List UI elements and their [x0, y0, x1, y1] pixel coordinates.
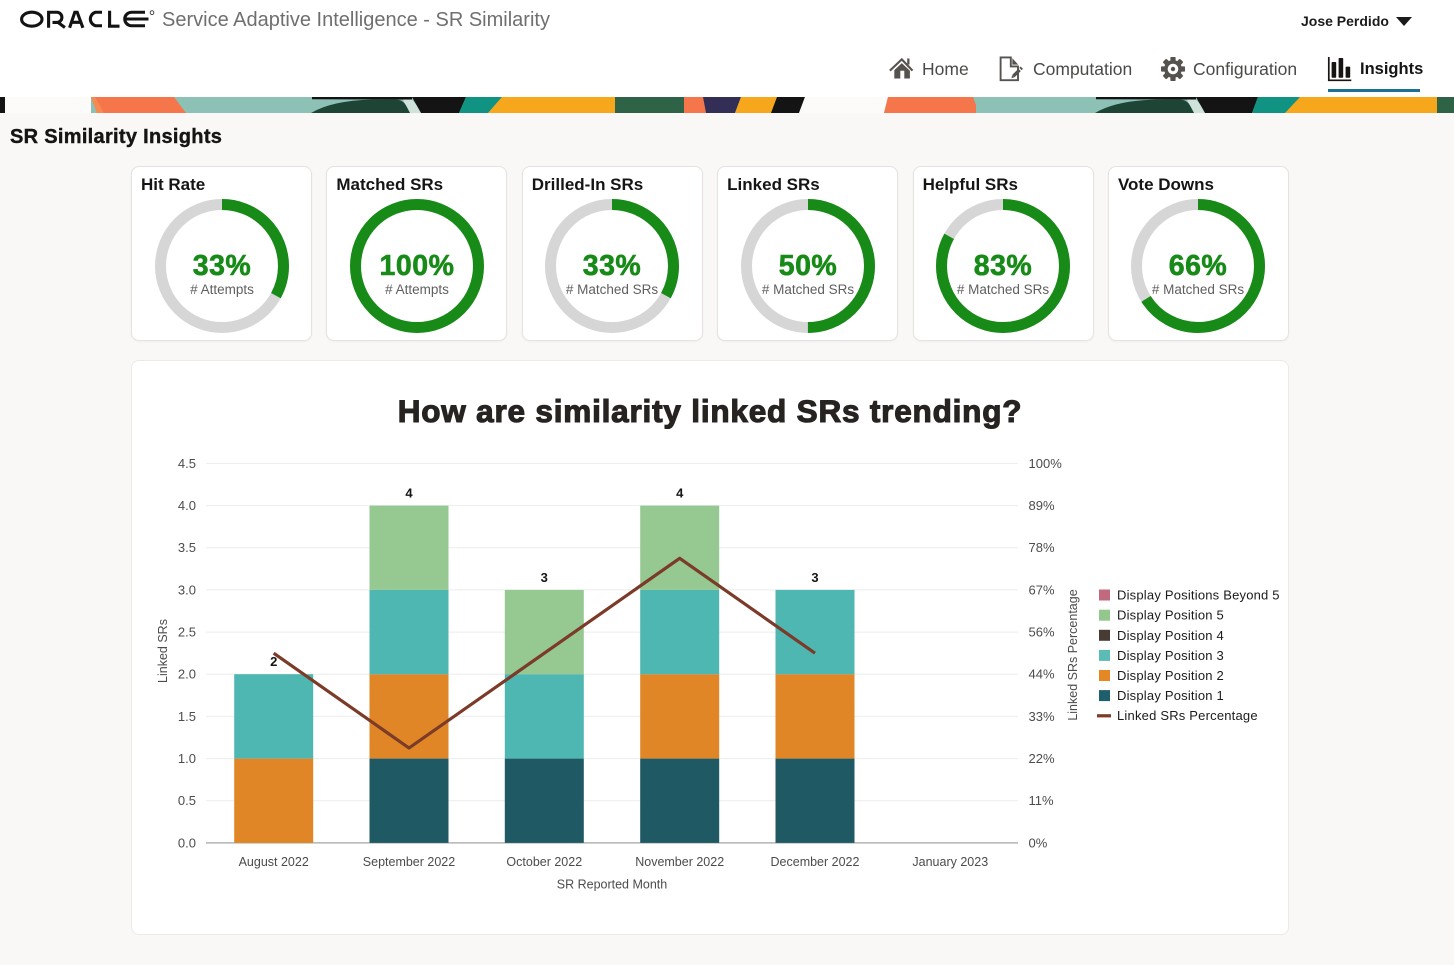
svg-text:Display Position 2: Display Position 2 — [1117, 668, 1224, 683]
svg-text:4: 4 — [676, 486, 684, 501]
svg-text:# Matched SRs: # Matched SRs — [1152, 282, 1245, 297]
svg-text:Display Position 5: Display Position 5 — [1117, 608, 1224, 623]
svg-text:83%: 83% — [974, 250, 1033, 282]
svg-text:33%: 33% — [192, 250, 251, 282]
svg-text:44%: 44% — [1029, 667, 1055, 682]
svg-text:4.5: 4.5 — [178, 456, 196, 471]
svg-text:0.5: 0.5 — [178, 793, 196, 808]
svg-text:3: 3 — [541, 570, 548, 585]
svg-text:3.0: 3.0 — [178, 582, 196, 597]
svg-text:33%: 33% — [1029, 709, 1055, 724]
svg-text:33%: 33% — [583, 250, 642, 282]
svg-text:56%: 56% — [1029, 625, 1055, 640]
svg-text:66%: 66% — [1169, 250, 1228, 282]
svg-text:January 2023: January 2023 — [912, 855, 988, 869]
svg-text:100%: 100% — [1029, 456, 1063, 471]
svg-text:0%: 0% — [1029, 835, 1048, 850]
svg-text:# Matched SRs: # Matched SRs — [566, 282, 659, 297]
svg-text:1.0: 1.0 — [178, 751, 196, 766]
svg-text:78%: 78% — [1029, 540, 1055, 555]
svg-text:SR Reported Month: SR Reported Month — [557, 878, 668, 892]
svg-text:50%: 50% — [778, 250, 837, 282]
svg-text:October 2022: October 2022 — [506, 855, 582, 869]
svg-text:2.5: 2.5 — [178, 625, 196, 640]
svg-text:1.5: 1.5 — [178, 709, 196, 724]
svg-text:Linked SRs Percentage: Linked SRs Percentage — [1066, 589, 1080, 720]
svg-text:3: 3 — [811, 570, 818, 585]
svg-text:# Attempts: # Attempts — [385, 282, 449, 297]
svg-text:2.0: 2.0 — [178, 667, 196, 682]
svg-text:December 2022: December 2022 — [771, 855, 860, 869]
svg-text:22%: 22% — [1029, 751, 1055, 766]
svg-text:November 2022: November 2022 — [635, 855, 724, 869]
svg-text:3.5: 3.5 — [178, 540, 196, 555]
svg-text:September 2022: September 2022 — [363, 855, 455, 869]
svg-text:# Attempts: # Attempts — [190, 282, 254, 297]
svg-text:Display Position 4: Display Position 4 — [1117, 628, 1224, 643]
svg-text:Display Positions Beyond 5: Display Positions Beyond 5 — [1117, 588, 1280, 603]
svg-text:4.0: 4.0 — [178, 498, 196, 513]
svg-text:100%: 100% — [379, 250, 454, 282]
svg-text:11%: 11% — [1029, 793, 1054, 808]
svg-text:Linked SRs Percentage: Linked SRs Percentage — [1117, 708, 1258, 723]
svg-text:# Matched SRs: # Matched SRs — [762, 282, 855, 297]
svg-text:August 2022: August 2022 — [239, 855, 309, 869]
svg-text:# Matched SRs: # Matched SRs — [957, 282, 1050, 297]
svg-text:Display Position 1: Display Position 1 — [1117, 688, 1224, 703]
svg-text:4: 4 — [405, 486, 413, 501]
svg-text:67%: 67% — [1029, 582, 1055, 597]
svg-text:Linked SRs: Linked SRs — [156, 619, 170, 683]
svg-text:0.0: 0.0 — [178, 835, 196, 850]
svg-text:How are similarity linked SRs: How are similarity linked SRs trending? — [398, 393, 1023, 429]
svg-text:89%: 89% — [1029, 498, 1055, 513]
svg-text:2: 2 — [270, 654, 277, 669]
svg-text:Display Position 3: Display Position 3 — [1117, 648, 1224, 663]
